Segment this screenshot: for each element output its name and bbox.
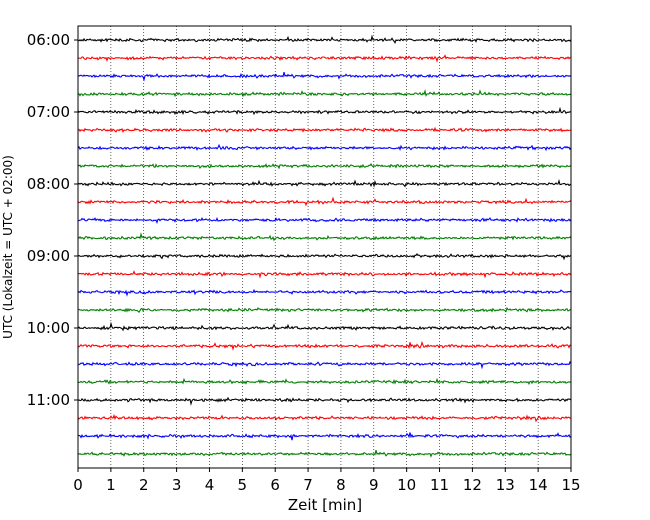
x-axis-ticks: 0 1 2 3 4 5 6 7 8 9 10 11 12 13 14 15 — [73, 468, 581, 494]
y-tick-label: 06:00 — [27, 31, 70, 49]
seismic-trace — [77, 253, 572, 261]
seismic-traces — [77, 34, 572, 458]
seismic-trace — [77, 413, 572, 423]
x-tick-label: 10 — [397, 476, 416, 494]
seismic-trace — [77, 360, 572, 370]
seismic-trace — [77, 432, 572, 441]
seismic-trace — [77, 126, 572, 133]
seismic-trace — [77, 196, 572, 207]
y-axis-label: UTC (Lokalzeit = UTC + 02:00) — [1, 155, 15, 339]
x-tick-label: 8 — [336, 476, 346, 494]
x-tick-label: 4 — [205, 476, 215, 494]
seismic-trace — [77, 217, 572, 225]
x-tick-label: 11 — [430, 476, 449, 494]
seismic-trace — [77, 89, 572, 98]
x-tick-label: 14 — [529, 476, 548, 494]
seismic-trace — [77, 178, 572, 188]
x-tick-label: 9 — [369, 476, 379, 494]
y-tick-label: 08:00 — [27, 175, 70, 193]
seismic-trace — [77, 162, 572, 170]
y-tick-label: 07:00 — [27, 103, 70, 121]
seismic-trace — [77, 54, 572, 63]
x-tick-label: 13 — [496, 476, 515, 494]
seismic-trace — [77, 270, 572, 279]
y-axis-ticks: 06:00 07:00 08:00 09:00 10:00 11:00 — [27, 31, 78, 409]
seismic-trace — [77, 34, 572, 45]
seismic-trace — [77, 143, 572, 152]
seismic-trace — [77, 288, 572, 297]
x-tick-label: 6 — [270, 476, 280, 494]
x-tick-label: 12 — [463, 476, 482, 494]
y-tick-label: 10:00 — [27, 319, 70, 337]
seismic-trace — [77, 232, 572, 242]
seismic-trace — [77, 396, 572, 406]
x-axis-label: Zeit [min] — [288, 496, 362, 514]
seismic-trace — [77, 321, 572, 332]
seismic-trace — [77, 72, 572, 82]
seismic-trace — [77, 306, 572, 314]
seismic-trace — [77, 340, 572, 351]
y-tick-label: 11:00 — [27, 391, 70, 409]
x-tick-label: 0 — [73, 476, 83, 494]
x-tick-label: 1 — [106, 476, 116, 494]
x-tick-label: 2 — [139, 476, 149, 494]
seismic-trace — [77, 106, 572, 116]
x-tick-label: 7 — [303, 476, 313, 494]
plot-frame — [77, 25, 572, 469]
seismic-trace — [77, 377, 572, 386]
seismic-trace — [77, 450, 572, 458]
x-tick-label: 15 — [561, 476, 580, 494]
x-tick-label: 5 — [238, 476, 248, 494]
x-tick-label: 3 — [172, 476, 182, 494]
y-tick-label: 09:00 — [27, 247, 70, 265]
